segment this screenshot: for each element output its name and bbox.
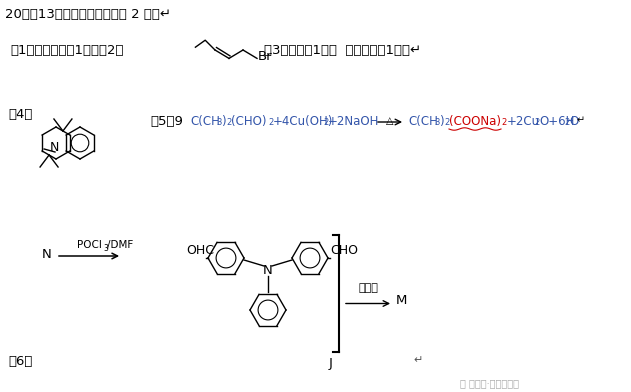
Text: （6）: （6） — [8, 355, 32, 368]
Text: OHC: OHC — [186, 243, 214, 256]
Text: △: △ — [386, 116, 394, 126]
Text: O: O — [569, 115, 578, 128]
Text: /DMF: /DMF — [107, 240, 133, 250]
Text: J: J — [329, 357, 333, 370]
Text: 2: 2 — [268, 118, 273, 127]
Text: +2NaOH: +2NaOH — [328, 115, 379, 128]
Text: ↵: ↵ — [577, 115, 585, 125]
Text: O+6H: O+6H — [539, 115, 574, 128]
Text: C(CH: C(CH — [190, 115, 220, 128]
Text: 2: 2 — [323, 118, 328, 127]
Text: 3: 3 — [434, 118, 439, 127]
Text: +4Cu(OH): +4Cu(OH) — [273, 115, 333, 128]
Text: (CHO): (CHO) — [231, 115, 266, 128]
Text: (COONa): (COONa) — [449, 115, 501, 128]
Text: +2Cu: +2Cu — [507, 115, 540, 128]
Text: （1）碳碳双键（1分）（2）: （1）碳碳双键（1分）（2） — [10, 44, 124, 57]
Text: 2: 2 — [226, 118, 231, 127]
Text: N: N — [263, 263, 273, 276]
Text: 2: 2 — [444, 118, 449, 127]
Text: 3: 3 — [216, 118, 221, 127]
Text: N: N — [42, 249, 52, 261]
Text: M: M — [396, 294, 408, 307]
Text: 喹唑啉: 喹唑啉 — [358, 283, 378, 294]
Text: 20．（13分，除标注外，每空 2 分）↵: 20．（13分，除标注外，每空 2 分）↵ — [5, 8, 171, 21]
Text: C(CH: C(CH — [408, 115, 438, 128]
Text: ↵: ↵ — [413, 355, 422, 365]
Text: 2: 2 — [534, 118, 540, 127]
Text: 2: 2 — [564, 118, 569, 127]
Text: （4）: （4） — [8, 108, 32, 121]
Text: POCl: POCl — [76, 240, 102, 250]
Text: ): ) — [439, 115, 444, 128]
Text: Br: Br — [258, 50, 273, 63]
Text: （5）9: （5）9 — [150, 115, 183, 128]
Text: 🔵 公众号·文学与化学: 🔵 公众号·文学与化学 — [460, 378, 519, 388]
Text: ): ) — [221, 115, 226, 128]
Text: （3）苯胺（1分）  取代反应（1分）↵: （3）苯胺（1分） 取代反应（1分）↵ — [264, 44, 421, 57]
Text: CHO: CHO — [330, 243, 358, 256]
Text: 2: 2 — [501, 118, 506, 127]
Text: 3: 3 — [103, 243, 108, 252]
Text: N: N — [49, 140, 59, 154]
